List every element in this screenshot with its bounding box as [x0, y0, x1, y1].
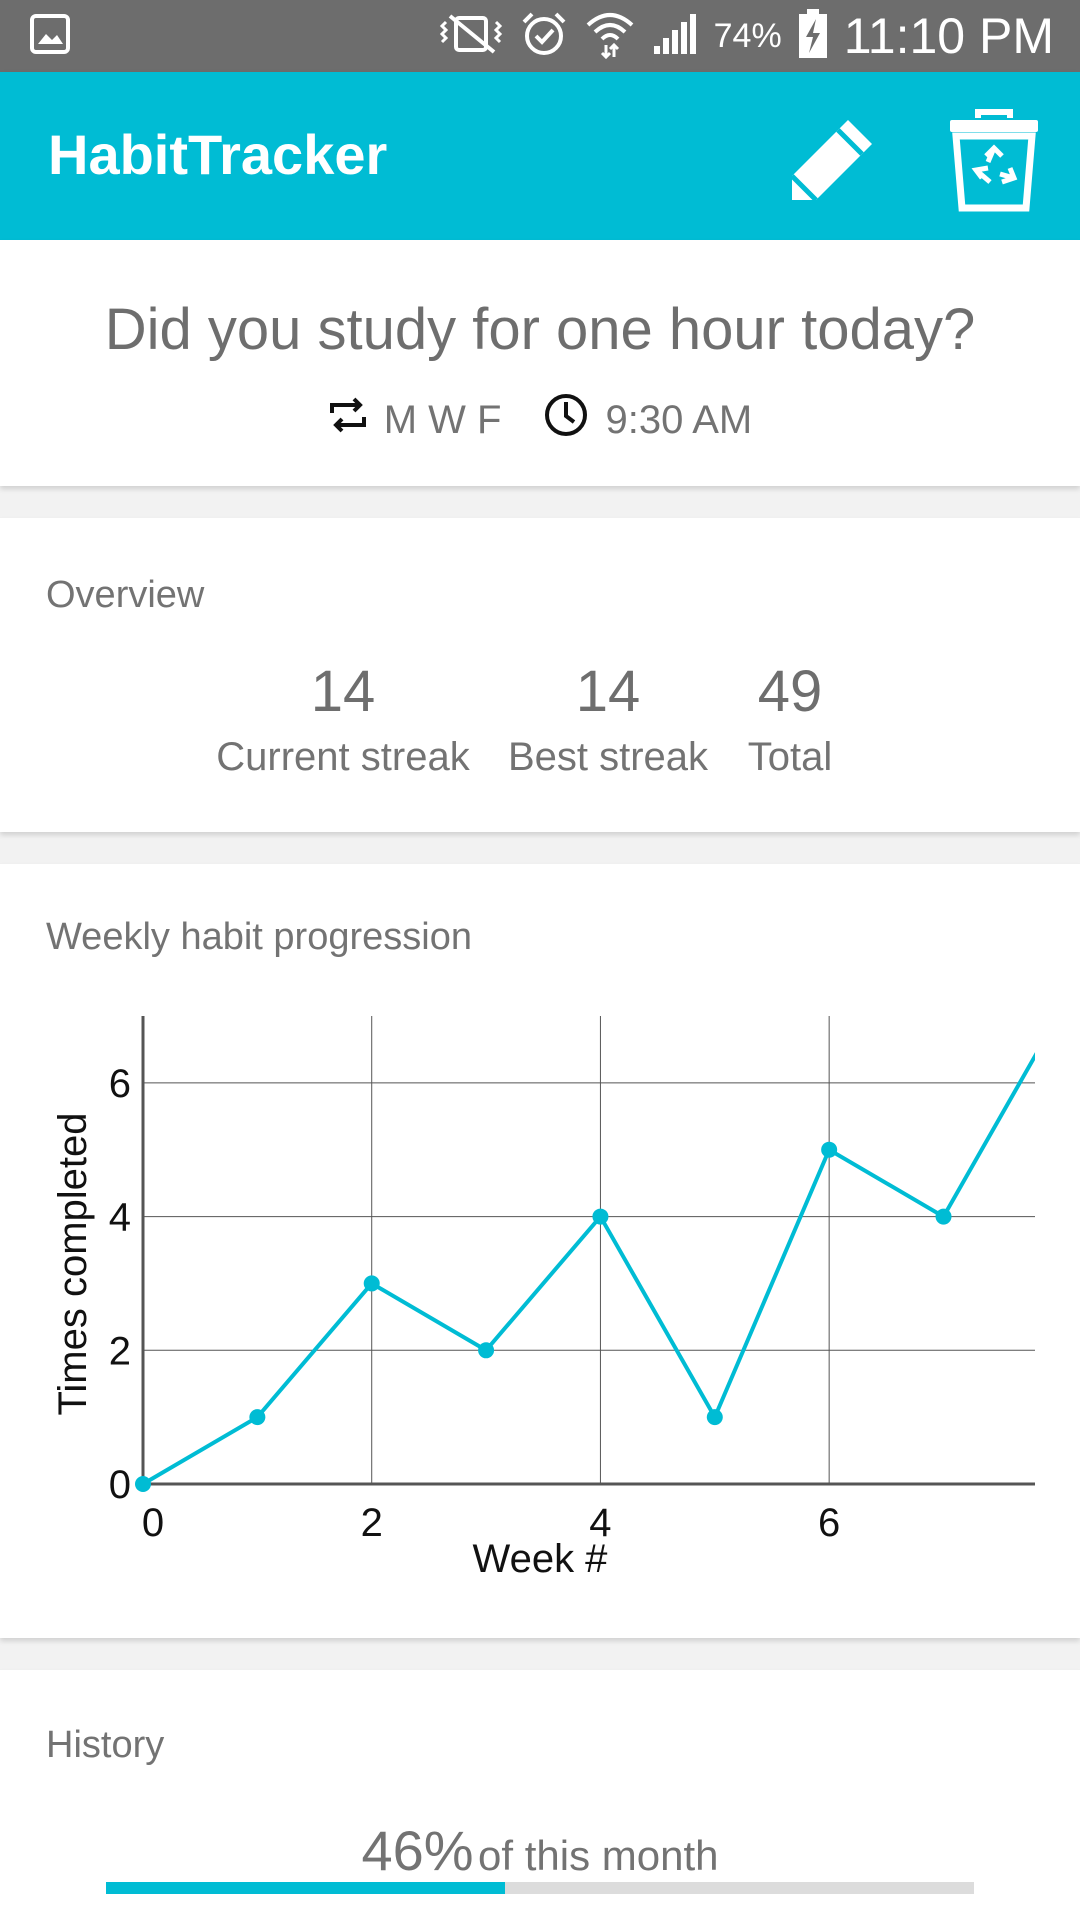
history-suffix: of this month	[478, 1832, 719, 1879]
data-point	[478, 1342, 495, 1359]
overview-card: Overview 14 Current streak 14 Best strea…	[0, 518, 1080, 832]
y-tick-label: 0	[109, 1463, 131, 1507]
status-bar: 74% 11:10 PM	[0, 0, 1080, 72]
repeat-days: M W F	[383, 397, 502, 442]
history-progress-fill	[106, 1882, 506, 1894]
battery-charging-icon	[798, 8, 828, 64]
wifi-icon	[584, 9, 636, 64]
y-tick-label: 4	[109, 1196, 131, 1240]
best-streak-stat: 14 Best streak	[502, 658, 714, 780]
x-tick-label: 4	[589, 1501, 611, 1545]
current-streak-stat: 14 Current streak	[210, 658, 476, 780]
pencil-icon	[790, 120, 872, 202]
delete-habit-button[interactable]	[944, 108, 1044, 212]
data-point	[706, 1409, 723, 1426]
clock-time: 11:10 PM	[843, 8, 1054, 64]
history-summary: 46% of this month	[0, 1818, 1080, 1883]
y-tick-label: 6	[109, 1062, 131, 1106]
app-bar: HabitTracker	[0, 72, 1080, 240]
y-tick-label: 2	[109, 1329, 131, 1373]
total-label: Total	[747, 735, 833, 779]
y-axis-label: Times completed	[51, 1112, 95, 1415]
data-point	[363, 1275, 380, 1292]
x-tick-label: 2	[361, 1501, 383, 1545]
weekly-progression-card: Weekly habit progression 0 2 4 6 0 2 4 6 Week # T…	[0, 864, 1080, 1638]
current-streak-value: 14	[310, 659, 376, 724]
best-streak-label: Best streak	[507, 735, 709, 779]
data-point	[135, 1476, 151, 1492]
repeat-icon	[328, 395, 368, 445]
gallery-notification-icon	[30, 14, 70, 59]
current-streak-label: Current streak	[216, 735, 470, 779]
habit-question: Did you study for one hour today?	[104, 297, 976, 362]
total-stat: 49 Total	[740, 658, 840, 780]
habit-schedule: M W F 9:30 AM	[0, 392, 1080, 448]
data-point	[821, 1141, 838, 1158]
history-percent: 46%	[361, 1819, 474, 1882]
edit-habit-button[interactable]	[780, 112, 880, 212]
weekly-progression-chart: 0 2 4 6 0 2 4 6 Week # Times completed	[51, 1016, 1035, 1581]
total-value: 49	[757, 659, 823, 724]
data-point	[592, 1208, 609, 1225]
signal-icon	[652, 12, 698, 61]
alarm-icon	[520, 10, 568, 63]
habit-card: Did you study for one hour today? M W F …	[0, 240, 1080, 486]
progression-title: Weekly habit progression	[46, 916, 472, 958]
best-streak-value: 14	[575, 659, 641, 724]
battery-percent: 74%	[713, 16, 782, 55]
data-point	[249, 1409, 266, 1426]
overview-title: Overview	[46, 574, 205, 616]
recycle-bin-icon	[950, 109, 1038, 212]
vibrate-mute-icon	[439, 12, 504, 61]
app-title: HabitTracker	[48, 123, 388, 186]
data-point	[935, 1208, 952, 1225]
x-axis-label: Week #	[473, 1537, 609, 1581]
reminder-time: 9:30 AM	[605, 397, 753, 442]
x-tick-label: 6	[818, 1501, 840, 1545]
history-progress-track	[106, 1882, 974, 1894]
history-title: History	[46, 1724, 165, 1766]
x-tick-label: 0	[142, 1501, 164, 1545]
clock-icon	[543, 392, 589, 448]
